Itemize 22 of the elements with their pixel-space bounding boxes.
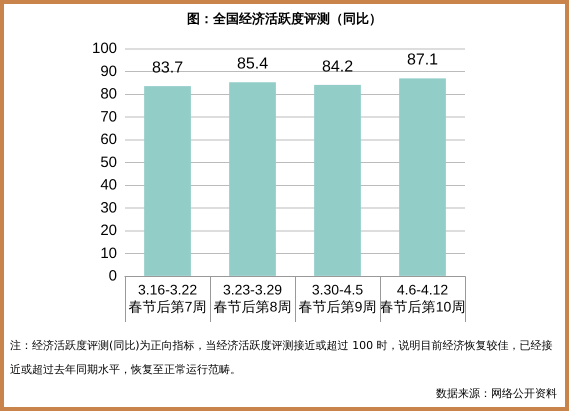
source-note: 数据来源：网络公开资料: [436, 386, 557, 401]
chart-title: 图：全国经济活跃度评测（同比）: [186, 10, 383, 28]
y-tick-label: 0: [108, 268, 118, 285]
data-label: 84.2: [322, 58, 354, 76]
data-label: 85.4: [236, 56, 268, 73]
y-tick-label: 100: [92, 40, 118, 58]
y-tick-label: 40: [100, 176, 118, 194]
text: 注：经济活跃度评测(同比)为正向指标，当经济活跃度评测接近或超过 100 时，说明目前经济恢复较佳，已经接近或超过去年同期水平，恢复至正常运行范畴。: [10, 338, 554, 378]
y-tick-label: 10: [100, 244, 118, 262]
y-tick-label: 50: [100, 154, 118, 171]
y-tick-label: 60: [100, 131, 118, 148]
y-tick-label: 30: [100, 199, 118, 216]
y-tick-label: 70: [100, 108, 118, 126]
x-tick-label: 3.30-4.5 春节后第9周: [298, 282, 376, 314]
x-tick-label: 4.6-4.12 春节后第10周: [380, 282, 466, 314]
y-tick-label: 20: [100, 222, 118, 240]
y-tick-label: 80: [100, 86, 118, 103]
x-tick-label: 3.23-3.29 春节后第8周: [214, 282, 292, 314]
x-tick-label: 3.16-3.22 春节后第7周: [128, 282, 206, 314]
y-tick-label: 90: [100, 62, 118, 80]
data-label: 87.1: [406, 52, 438, 69]
data-label: 83.7: [152, 59, 184, 76]
